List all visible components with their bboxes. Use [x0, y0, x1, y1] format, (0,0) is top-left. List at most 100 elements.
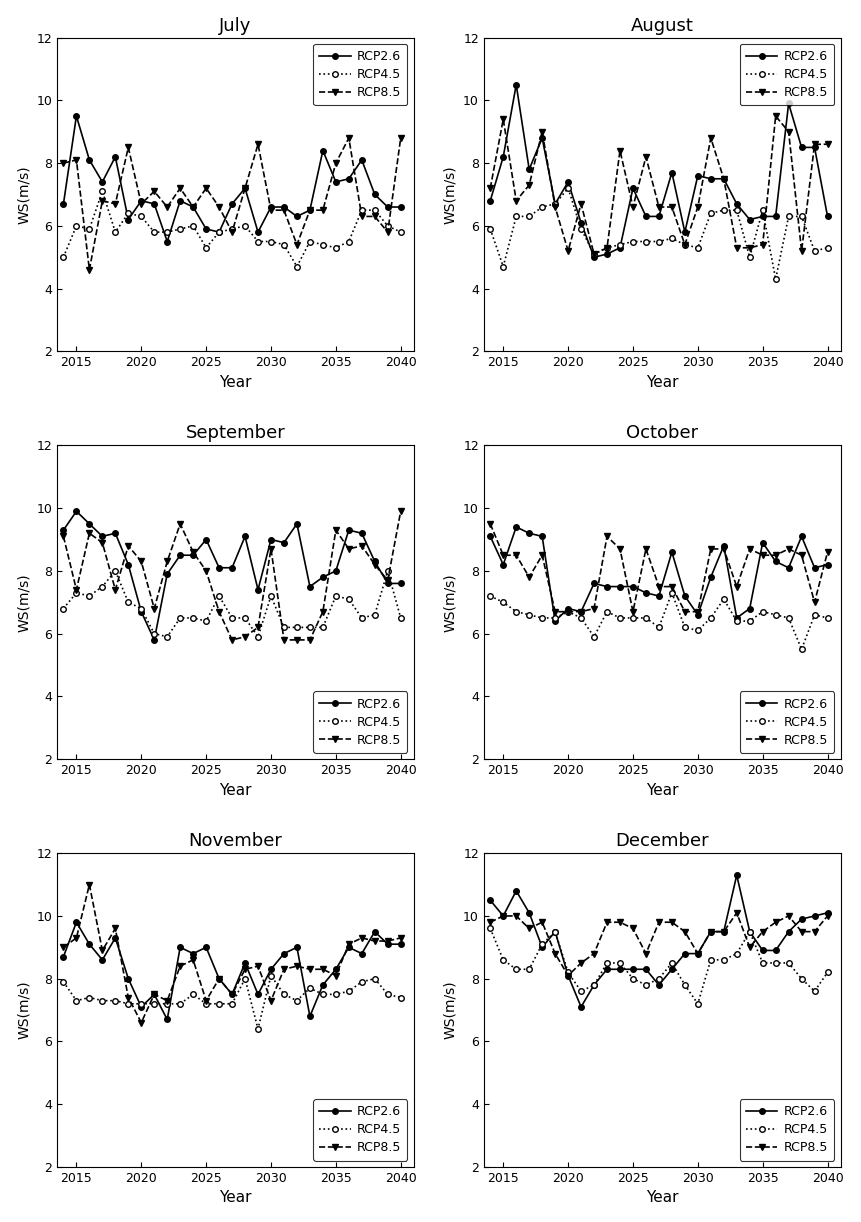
RCP8.5 [808, 137, 819, 152]
RCP8.5 [575, 605, 585, 620]
RCP2.6 [731, 611, 741, 626]
RCP2.6 [291, 209, 301, 224]
RCP8.5 [382, 573, 393, 588]
Y-axis label: WS(m/s): WS(m/s) [16, 981, 31, 1040]
RCP4.5 [331, 589, 341, 604]
RCP8.5 [705, 131, 715, 145]
Line: RCP4.5: RCP4.5 [487, 590, 829, 653]
RCP8.5 [575, 956, 585, 970]
RCP4.5 [757, 605, 767, 620]
RCP4.5 [369, 971, 380, 986]
RCP8.5 [97, 193, 108, 208]
RCP8.5 [678, 605, 689, 620]
RCP4.5 [588, 247, 598, 262]
RCP8.5 [485, 517, 495, 532]
RCP4.5 [718, 591, 728, 606]
RCP2.6 [614, 579, 624, 594]
RCP2.6 [214, 971, 224, 986]
RCP4.5 [692, 623, 703, 638]
RCP4.5 [575, 984, 585, 998]
RCP2.6 [523, 163, 534, 177]
RCP8.5 [601, 529, 611, 544]
RCP2.6 [239, 181, 250, 196]
RCP4.5 [344, 984, 354, 998]
RCP2.6 [744, 213, 754, 227]
RCP8.5 [71, 931, 82, 946]
RCP4.5 [123, 207, 133, 221]
RCP8.5 [757, 924, 767, 938]
RCP2.6 [485, 193, 495, 208]
RCP2.6 [369, 924, 380, 938]
Legend: RCP2.6, RCP4.5, RCP8.5: RCP2.6, RCP4.5, RCP8.5 [739, 692, 833, 753]
RCP2.6 [627, 579, 637, 594]
RCP8.5 [770, 547, 780, 562]
RCP4.5 [575, 611, 585, 626]
RCP2.6 [783, 97, 793, 111]
RCP4.5 [175, 996, 185, 1011]
RCP4.5 [731, 613, 741, 628]
RCP8.5 [523, 921, 534, 936]
X-axis label: Year: Year [219, 1190, 251, 1205]
RCP8.5 [783, 541, 793, 556]
RCP8.5 [808, 595, 819, 610]
RCP2.6 [331, 175, 341, 189]
RCP2.6 [382, 199, 393, 214]
RCP4.5 [149, 225, 159, 240]
RCP2.6 [718, 539, 728, 554]
Line: RCP8.5: RCP8.5 [487, 521, 829, 615]
RCP4.5 [214, 996, 224, 1011]
RCP8.5 [498, 547, 508, 562]
RCP4.5 [536, 199, 547, 214]
RCP2.6 [808, 561, 819, 576]
RCP4.5 [84, 589, 95, 604]
RCP4.5 [614, 237, 624, 252]
RCP8.5 [808, 924, 819, 938]
RCP2.6 [783, 561, 793, 576]
RCP4.5 [97, 185, 108, 199]
Line: RCP4.5: RCP4.5 [487, 926, 829, 1007]
RCP4.5 [356, 974, 367, 989]
RCP8.5 [214, 971, 224, 986]
RCP2.6 [84, 153, 95, 167]
RCP4.5 [523, 962, 534, 976]
RCP4.5 [627, 235, 637, 249]
RCP2.6 [549, 613, 560, 628]
RCP8.5 [588, 946, 598, 960]
RCP8.5 [214, 605, 224, 620]
RCP2.6 [653, 978, 663, 992]
RCP8.5 [549, 946, 560, 960]
RCP4.5 [162, 629, 172, 644]
RCP8.5 [136, 197, 146, 211]
RCP4.5 [252, 629, 263, 644]
RCP8.5 [265, 993, 276, 1008]
RCP8.5 [562, 243, 573, 258]
RCP8.5 [239, 181, 250, 196]
RCP4.5 [549, 924, 560, 938]
RCP2.6 [536, 940, 547, 954]
Y-axis label: WS(m/s): WS(m/s) [443, 573, 457, 632]
RCP4.5 [718, 952, 728, 967]
RCP8.5 [536, 547, 547, 562]
RCP8.5 [705, 924, 715, 938]
RCP8.5 [175, 517, 185, 532]
RCP2.6 [498, 909, 508, 924]
RCP2.6 [744, 601, 754, 616]
RCP2.6 [511, 884, 521, 898]
RCP8.5 [692, 199, 703, 214]
RCP2.6 [110, 931, 121, 946]
RCP8.5 [239, 962, 250, 976]
RCP8.5 [369, 557, 380, 572]
RCP4.5 [239, 219, 250, 233]
RCP8.5 [536, 125, 547, 139]
RCP4.5 [252, 1022, 263, 1036]
RCP8.5 [344, 541, 354, 556]
RCP4.5 [498, 595, 508, 610]
RCP4.5 [71, 219, 82, 233]
Line: RCP2.6: RCP2.6 [487, 82, 829, 260]
Title: July: July [219, 17, 251, 34]
RCP2.6 [562, 175, 573, 189]
RCP4.5 [369, 203, 380, 218]
RCP8.5 [640, 149, 650, 164]
RCP4.5 [575, 221, 585, 236]
RCP8.5 [627, 199, 637, 214]
